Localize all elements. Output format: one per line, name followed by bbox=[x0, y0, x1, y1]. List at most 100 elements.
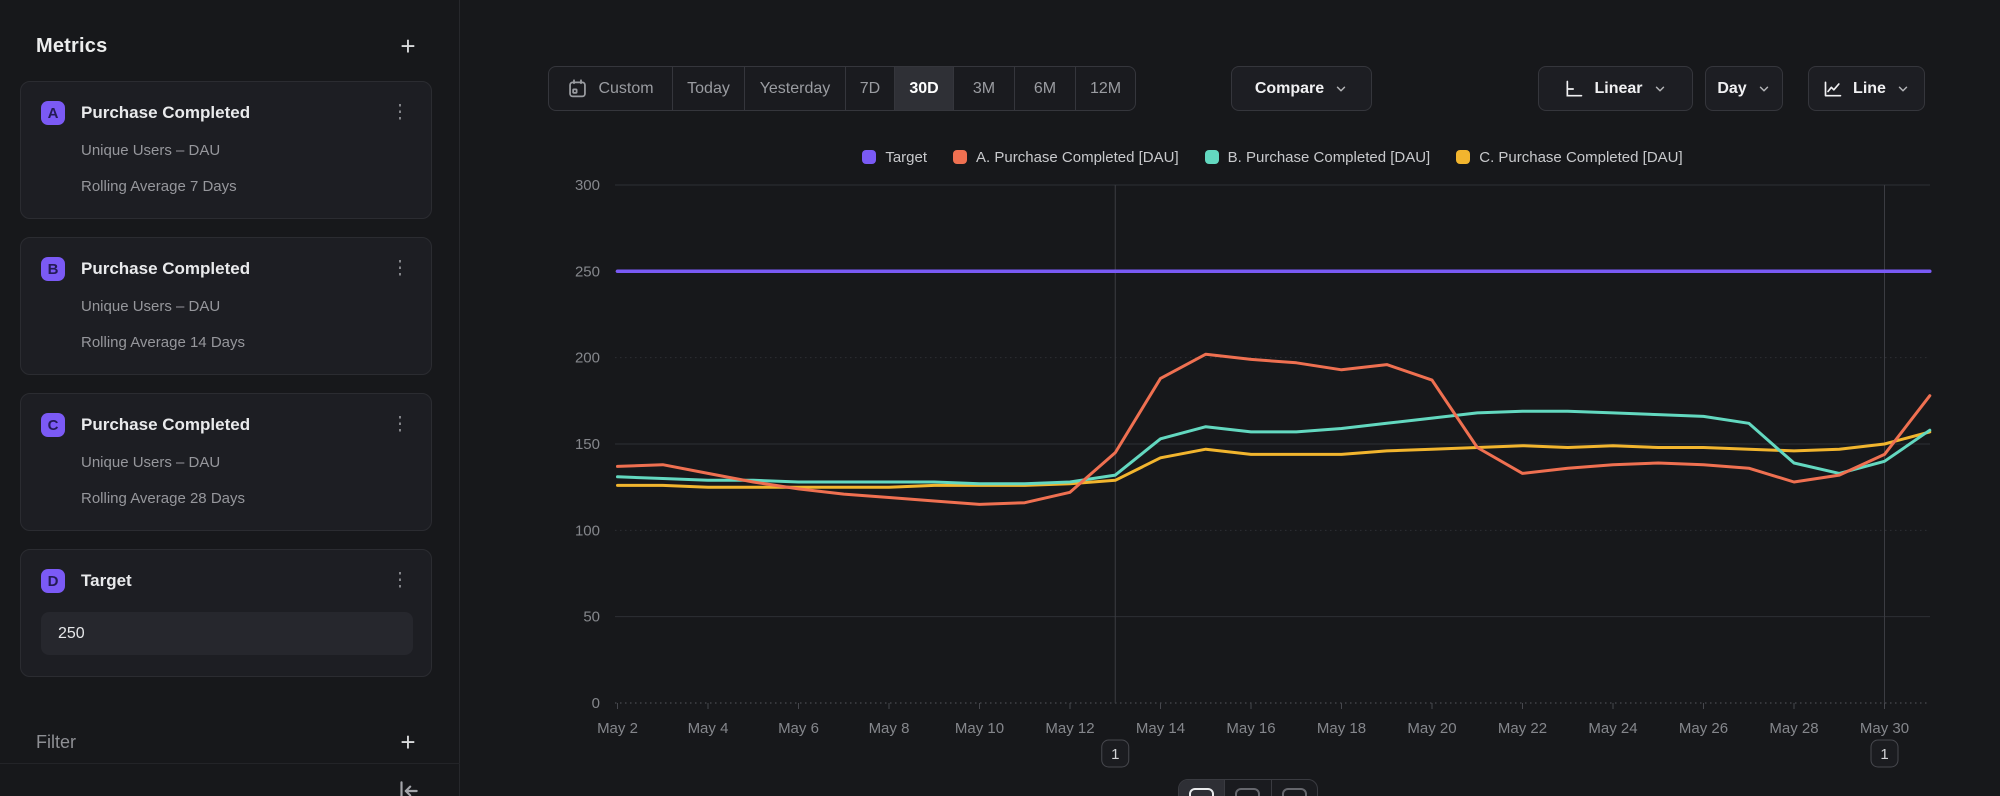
x-axis-tick-label: May 2 bbox=[597, 720, 638, 737]
metric-title: Purchase Completed bbox=[81, 415, 389, 435]
metric-menu-button[interactable]: ⋮ bbox=[389, 413, 411, 437]
target-card[interactable]: D Target ⋮ bbox=[20, 549, 432, 677]
x-axis-tick-label: May 24 bbox=[1588, 720, 1637, 737]
metric-title: Purchase Completed bbox=[81, 259, 389, 279]
x-axis-tick-label: May 8 bbox=[869, 720, 910, 737]
legend-item[interactable]: C. Purchase Completed [DAU] bbox=[1456, 149, 1682, 166]
sidebar: Metrics + A Purchase Completed ⋮ Unique … bbox=[0, 0, 460, 796]
x-axis-tick-label: May 4 bbox=[688, 720, 729, 737]
x-axis-tick-label: May 14 bbox=[1136, 720, 1185, 737]
y-axis-tick-label: 50 bbox=[583, 609, 600, 626]
legend-label: B. Purchase Completed [DAU] bbox=[1228, 149, 1431, 166]
target-value-input[interactable] bbox=[41, 612, 413, 655]
table-view-icon bbox=[1235, 788, 1260, 796]
x-axis-tick-label: May 12 bbox=[1045, 720, 1094, 737]
metric-badge: C bbox=[41, 413, 65, 437]
metric-badge: B bbox=[41, 257, 65, 281]
target-menu-button[interactable]: ⋮ bbox=[389, 569, 411, 593]
metric-card-header: B Purchase Completed ⋮ bbox=[41, 257, 411, 281]
series-line-b bbox=[618, 411, 1930, 484]
view-split-button[interactable] bbox=[1271, 780, 1317, 796]
view-chart-button[interactable] bbox=[1179, 780, 1224, 796]
legend-item[interactable]: A. Purchase Completed [DAU] bbox=[953, 149, 1179, 166]
chart-legend: Target A. Purchase Completed [DAU] B. Purc… bbox=[615, 146, 1930, 168]
date-range-segmented-control: Custom Today Yesterday 7D 30D 3M 6M 12M bbox=[548, 66, 1136, 111]
target-card-header: D Target ⋮ bbox=[41, 569, 411, 593]
range-6m-button[interactable]: 6M bbox=[1014, 67, 1075, 110]
series-line-a bbox=[618, 354, 1930, 504]
legend-item[interactable]: B. Purchase Completed [DAU] bbox=[1205, 149, 1431, 166]
x-axis-tick-label: May 20 bbox=[1407, 720, 1456, 737]
metric-rolling-average: Rolling Average 14 Days bbox=[81, 334, 411, 351]
view-table-button[interactable] bbox=[1224, 780, 1270, 796]
legend-item[interactable]: Target bbox=[862, 149, 927, 166]
chart-type-selector-button[interactable]: Line bbox=[1808, 66, 1925, 111]
range-custom-button[interactable]: Custom bbox=[549, 67, 672, 110]
y-axis-tick-label: 300 bbox=[575, 177, 600, 194]
line-chart-icon bbox=[1823, 79, 1843, 99]
range-today-button[interactable]: Today bbox=[672, 67, 744, 110]
y-axis-tick-label: 200 bbox=[575, 350, 600, 367]
filter-section-title: Filter bbox=[36, 732, 76, 753]
metrics-section-title: Metrics bbox=[36, 35, 107, 58]
chart-type-label: Line bbox=[1853, 80, 1886, 98]
target-title: Target bbox=[81, 571, 389, 591]
axis-scale-icon bbox=[1564, 79, 1584, 99]
x-axis-tick-label: May 18 bbox=[1317, 720, 1366, 737]
range-12m-button[interactable]: 12M bbox=[1075, 67, 1135, 110]
metric-menu-button[interactable]: ⋮ bbox=[389, 257, 411, 281]
metric-measure: Unique Users – DAU bbox=[81, 454, 411, 471]
x-axis-tick-label: May 26 bbox=[1679, 720, 1728, 737]
range-30d-button[interactable]: 30D bbox=[894, 67, 953, 110]
add-filter-button[interactable]: + bbox=[393, 727, 423, 757]
metric-card-header: C Purchase Completed ⋮ bbox=[41, 413, 411, 437]
add-metric-button[interactable]: + bbox=[393, 31, 423, 61]
metric-rolling-average: Rolling Average 28 Days bbox=[81, 490, 411, 507]
x-axis-tick-label: May 30 bbox=[1860, 720, 1909, 737]
scale-selector-button[interactable]: Linear bbox=[1538, 66, 1693, 111]
granularity-label: Day bbox=[1717, 80, 1746, 98]
split-view-icon bbox=[1282, 788, 1307, 796]
x-axis-tick-label: May 16 bbox=[1226, 720, 1275, 737]
annotation-badge[interactable] bbox=[1871, 740, 1898, 767]
metric-title: Purchase Completed bbox=[81, 103, 389, 123]
metric-card-a[interactable]: A Purchase Completed ⋮ Unique Users – DA… bbox=[20, 81, 432, 219]
target-badge: D bbox=[41, 569, 65, 593]
legend-label: A. Purchase Completed [DAU] bbox=[976, 149, 1179, 166]
compare-button[interactable]: Compare bbox=[1231, 66, 1372, 111]
legend-swatch bbox=[953, 150, 967, 164]
x-axis-tick-label: May 6 bbox=[778, 720, 819, 737]
collapse-sidebar-button[interactable] bbox=[392, 776, 424, 796]
range-7d-button[interactable]: 7D bbox=[845, 67, 894, 110]
y-axis-tick-label: 150 bbox=[575, 436, 600, 453]
metric-badge: A bbox=[41, 101, 65, 125]
range-yesterday-button[interactable]: Yesterday bbox=[744, 67, 845, 110]
sidebar-header: Metrics + bbox=[36, 31, 423, 61]
chart-view-switcher bbox=[1178, 779, 1318, 796]
metric-menu-button[interactable]: ⋮ bbox=[389, 101, 411, 125]
annotation-badge-label: 1 bbox=[1880, 746, 1888, 763]
series-line-c bbox=[618, 432, 1930, 487]
y-axis-tick-label: 250 bbox=[575, 263, 600, 280]
chart-view-icon bbox=[1189, 788, 1214, 796]
granularity-selector-button[interactable]: Day bbox=[1705, 66, 1783, 111]
legend-label: C. Purchase Completed [DAU] bbox=[1479, 149, 1682, 166]
chevron-down-icon bbox=[1896, 82, 1910, 96]
plus-icon: + bbox=[400, 728, 415, 756]
metric-card-header: A Purchase Completed ⋮ bbox=[41, 101, 411, 125]
filter-section: Filter + bbox=[36, 726, 423, 758]
x-axis-tick-label: May 28 bbox=[1769, 720, 1818, 737]
range-3m-button[interactable]: 3M bbox=[953, 67, 1014, 110]
metric-measure: Unique Users – DAU bbox=[81, 142, 411, 159]
range-label: Custom bbox=[598, 80, 653, 98]
metric-measure: Unique Users – DAU bbox=[81, 298, 411, 315]
metric-card-b[interactable]: B Purchase Completed ⋮ Unique Users – DA… bbox=[20, 237, 432, 375]
metric-card-c[interactable]: C Purchase Completed ⋮ Unique Users – DA… bbox=[20, 393, 432, 531]
metric-rolling-average: Rolling Average 7 Days bbox=[81, 178, 411, 195]
legend-label: Target bbox=[885, 149, 927, 166]
collapse-left-icon bbox=[395, 778, 421, 796]
annotation-badge-label: 1 bbox=[1111, 746, 1119, 763]
y-axis-tick-label: 100 bbox=[575, 522, 600, 539]
annotation-badge[interactable] bbox=[1102, 740, 1129, 767]
chevron-down-icon bbox=[1653, 82, 1667, 96]
